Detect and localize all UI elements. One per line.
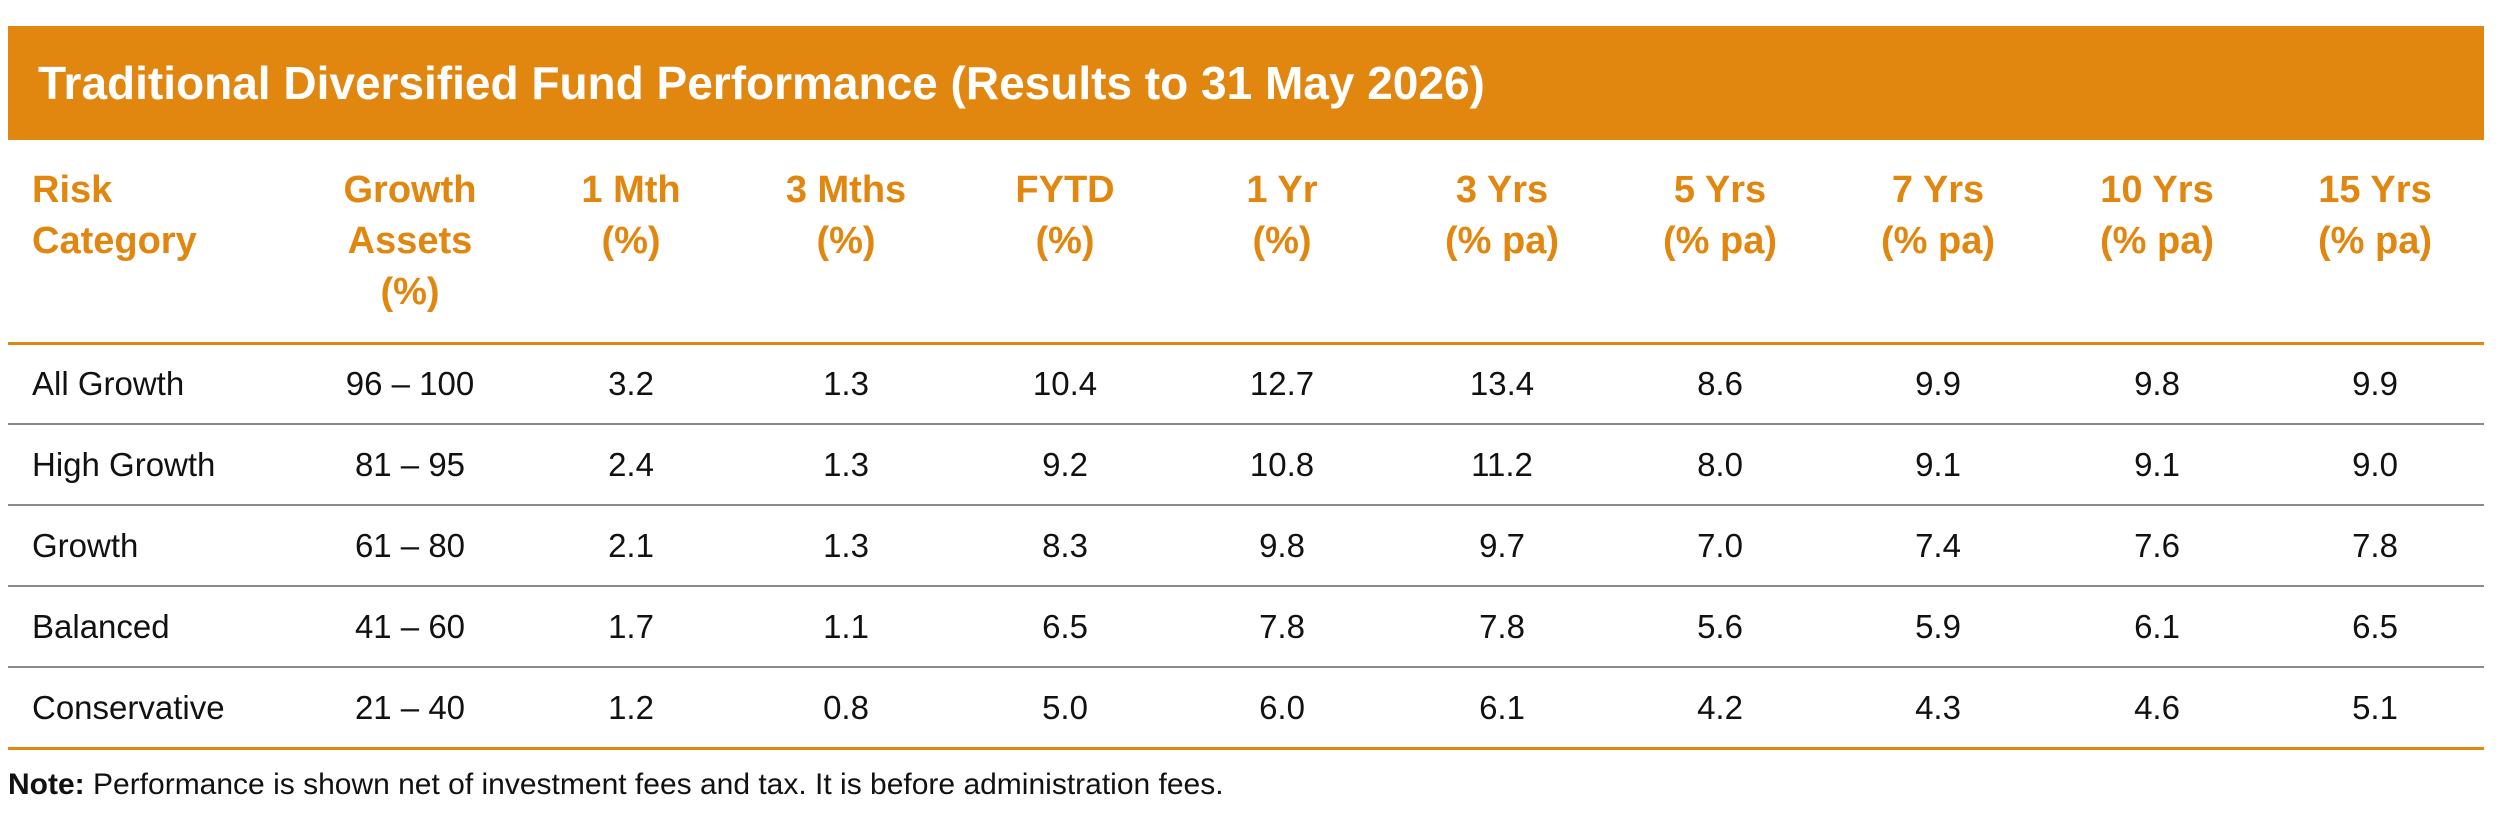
table-cell: 9.0 — [2352, 446, 2398, 483]
table-cell: Balanced — [32, 608, 170, 645]
table-cell: 1.3 — [823, 446, 869, 483]
header-rule — [8, 342, 2484, 345]
column-header: Growth — [343, 169, 477, 211]
row-rule — [8, 585, 2484, 587]
table-cell: Growth — [32, 527, 139, 564]
table-cell: All Growth — [32, 365, 185, 402]
table-cell: 10.4 — [1032, 365, 1098, 402]
column-header: (% pa) — [1663, 220, 1777, 262]
table-cell: 0.8 — [823, 689, 869, 726]
row-rule — [8, 423, 2484, 425]
table-cell: 2.1 — [608, 527, 654, 564]
table-cell: 5.1 — [2352, 689, 2398, 726]
table-cell: 13.4 — [1469, 365, 1535, 402]
row-rule — [8, 504, 2484, 506]
table-cell: 1.3 — [823, 365, 869, 402]
table-cell: 9.1 — [1915, 446, 1961, 483]
table-cell: 7.8 — [1259, 608, 1305, 645]
table-cell: 7.8 — [2352, 527, 2398, 564]
column-header: 10 Yrs — [2100, 169, 2214, 211]
table-cell: 6.0 — [1259, 689, 1305, 726]
column-header: 7 Yrs — [1891, 169, 1985, 211]
table-cell: 1.7 — [608, 608, 654, 645]
note-label: Note: — [8, 768, 85, 801]
table-cell: 4.2 — [1697, 689, 1743, 726]
table-cell: 6.5 — [1042, 608, 1088, 645]
table-cell: 3.2 — [608, 365, 654, 402]
note: Note: Performance is shown net of invest… — [8, 768, 1224, 802]
column-header: Category — [32, 220, 197, 262]
row-rule — [8, 666, 2484, 668]
column-header: (%) — [1252, 220, 1312, 262]
table-cell: 7.0 — [1697, 527, 1743, 564]
table-cell: 7.6 — [2134, 527, 2180, 564]
table-cell: 7.4 — [1915, 527, 1961, 564]
column-header: Assets — [347, 220, 473, 262]
table-cell: 6.5 — [2352, 608, 2398, 645]
column-header: (%) — [380, 271, 440, 313]
column-header: 3 Yrs — [1455, 169, 1549, 211]
table-cell: 9.9 — [2352, 365, 2398, 402]
table-cell: 41 – 60 — [354, 608, 466, 645]
table-cell: Conservative — [32, 689, 225, 726]
table-cell: 10.8 — [1249, 446, 1315, 483]
table-cell: 61 – 80 — [354, 527, 466, 564]
column-header: 1 Yr — [1246, 169, 1318, 211]
table-cell: 1.1 — [823, 608, 869, 645]
table-cell: 96 – 100 — [345, 365, 475, 402]
column-header: (%) — [816, 220, 876, 262]
column-header: (% pa) — [1881, 220, 1995, 262]
table-cell: 6.1 — [2134, 608, 2180, 645]
column-header: (% pa) — [1445, 220, 1559, 262]
table-cell: 9.9 — [1915, 365, 1961, 402]
table-cell: 5.9 — [1915, 608, 1961, 645]
column-header: 5 Yrs — [1673, 169, 1767, 211]
title: Traditional Diversified Fund Performance… — [38, 57, 1485, 109]
table-cell: 2.4 — [608, 446, 654, 483]
bottom-rule — [8, 747, 2484, 750]
table-cell: 8.6 — [1697, 365, 1743, 402]
table-cell: 12.7 — [1249, 365, 1315, 402]
table-cell: 4.3 — [1915, 689, 1961, 726]
column-header: (% pa) — [2318, 220, 2432, 262]
column-header: (% pa) — [2100, 220, 2214, 262]
table-cell: 6.1 — [1479, 689, 1525, 726]
table-cell: 9.8 — [1259, 527, 1305, 564]
table-cell: 5.0 — [1042, 689, 1088, 726]
column-header: 3 Mths — [785, 169, 907, 211]
note-text: Performance is shown net of investment f… — [93, 768, 1224, 801]
column-header: 1 Mth — [581, 169, 681, 211]
table-cell: 4.6 — [2134, 689, 2180, 726]
table-cell: 9.7 — [1479, 527, 1525, 564]
table-cell: 7.8 — [1479, 608, 1525, 645]
title-bar: Traditional Diversified Fund Performance… — [8, 26, 2484, 140]
column-header: (%) — [1035, 220, 1095, 262]
table-cell: 21 – 40 — [354, 689, 466, 726]
table-cell: 9.8 — [2134, 365, 2180, 402]
table-cell: 81 – 95 — [354, 446, 466, 483]
table-cell: 1.2 — [608, 689, 654, 726]
table-cell: 5.6 — [1697, 608, 1743, 645]
table-cell: 1.3 — [823, 527, 869, 564]
table-cell: 9.2 — [1042, 446, 1088, 483]
table-cell: 11.2 — [1471, 446, 1533, 483]
table-cell: 9.1 — [2134, 446, 2180, 483]
table-cell: 8.0 — [1697, 446, 1743, 483]
column-header: Risk — [32, 169, 113, 211]
table-cell: High Growth — [32, 446, 216, 483]
table-cell: 8.3 — [1042, 527, 1088, 564]
column-header: 15 Yrs — [2318, 169, 2432, 211]
column-header: FYTD — [1015, 169, 1115, 211]
column-header: (%) — [601, 220, 661, 262]
